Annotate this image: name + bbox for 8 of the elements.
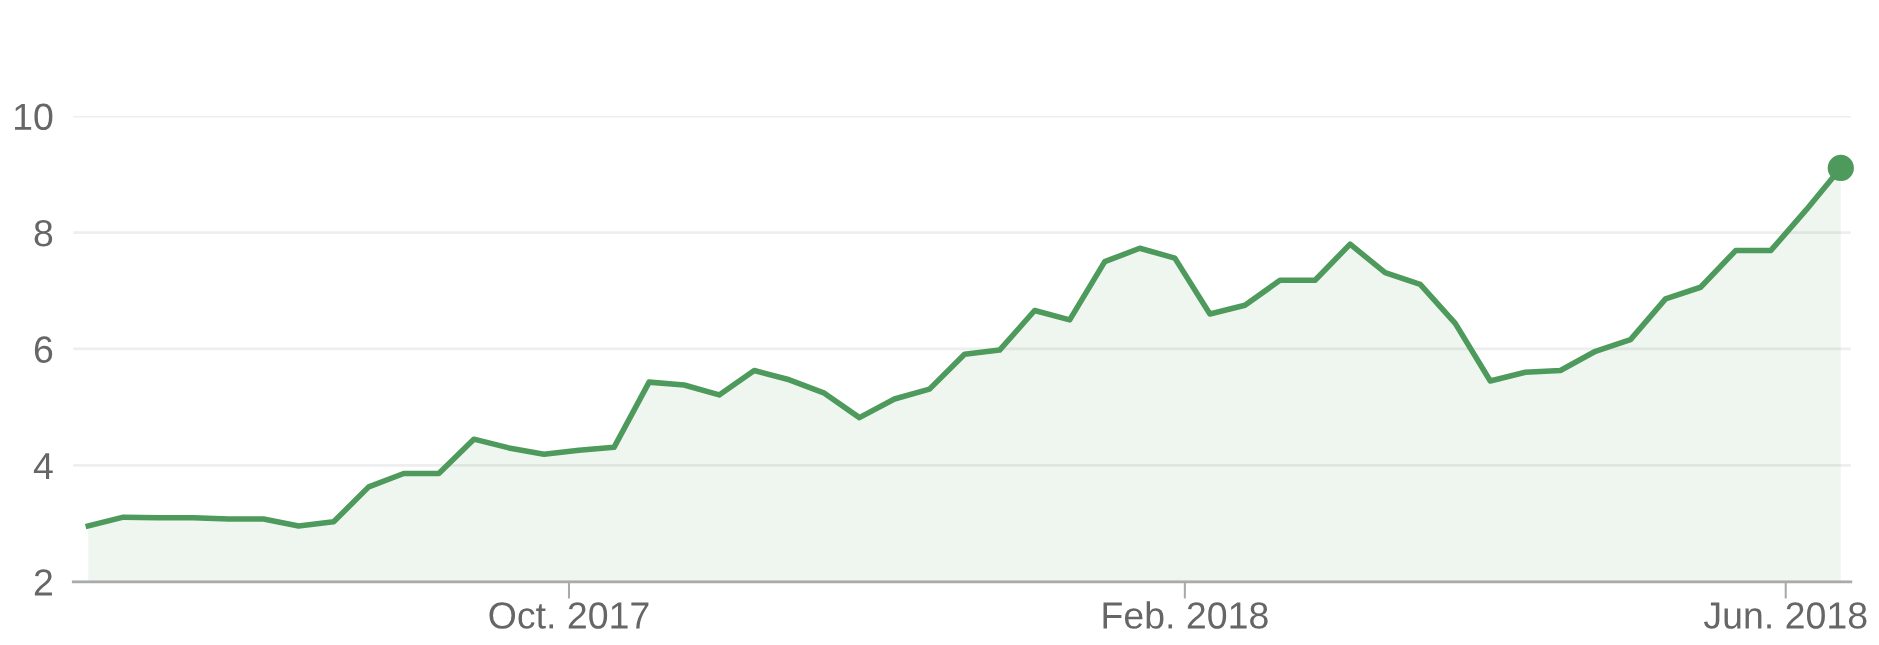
- x-tick-label: Feb. 2018: [1103, 601, 1268, 629]
- y-tick-label: 6: [34, 336, 53, 363]
- x-tick-label: Jun. 2018: [1703, 602, 1867, 629]
- y-tick-label: 8: [34, 219, 53, 247]
- y-tick-label: 10: [14, 103, 53, 131]
- y-tick-label: 4: [33, 453, 53, 479]
- x-tick-label: Oct. 2017: [489, 602, 649, 629]
- y-tick-label: 2: [34, 569, 52, 596]
